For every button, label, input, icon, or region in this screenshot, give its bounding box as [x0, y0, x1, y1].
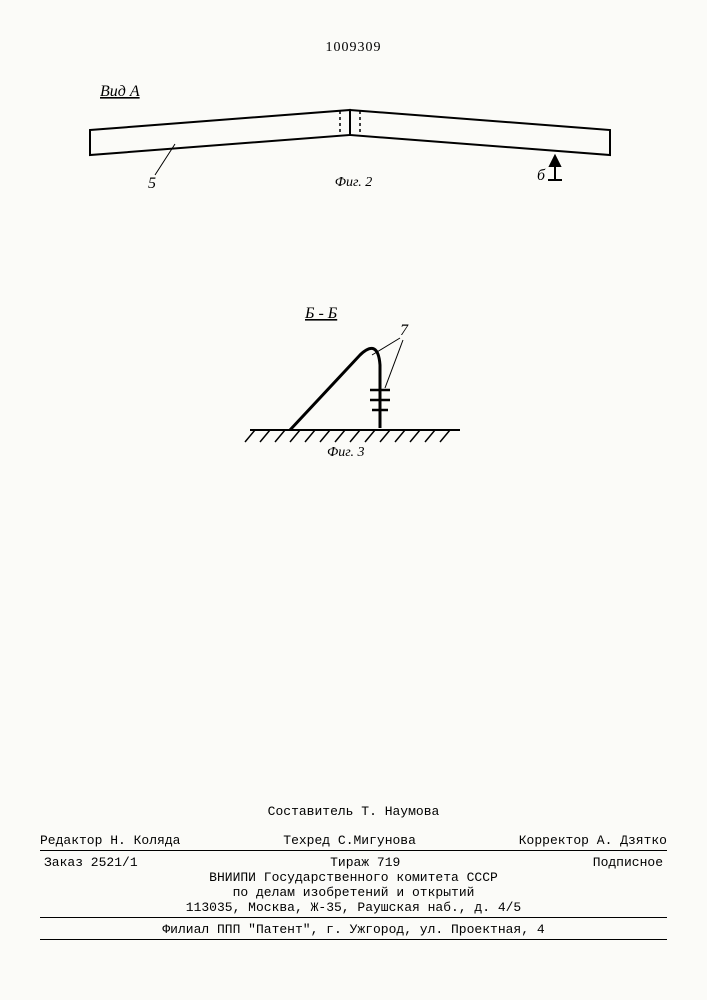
fig3-ref-7: 7 — [400, 322, 409, 339]
figure-2-caption: Фиг. 2 — [335, 175, 373, 191]
branch: Филиал ППП "Патент", г. Ужгород, ул. Про… — [40, 922, 667, 937]
footer-row-credits: Редактор Н. Коляда Техред С.Мигунова Кор… — [40, 833, 667, 851]
figure-3-svg: Б - Б 7 — [240, 300, 470, 460]
document-number: 1009309 — [326, 40, 382, 56]
fig2-ref-5: 5 — [148, 175, 156, 192]
tehred: Техред С.Мигунова — [283, 833, 416, 848]
fig3-section-label: Б - Б — [304, 305, 338, 322]
subscription: Подписное — [593, 855, 663, 870]
fig2-ref-6: б — [537, 167, 546, 184]
corrector: Корректор А. Дзятко — [519, 833, 667, 848]
editor: Редактор Н. Коляда — [40, 833, 180, 848]
fig2-view-label: Вид А — [100, 83, 140, 100]
figure-3-caption: Фиг. 3 — [327, 445, 365, 461]
footer-row-org: Заказ 2521/1 Тираж 719 Подписное ВНИИПИ … — [40, 851, 667, 918]
address-1: 113035, Москва, Ж-35, Раушская наб., д. … — [40, 900, 667, 915]
compiler: Составитель Т. Наумова — [40, 804, 667, 819]
org-line-2: по делам изобретений и открытий — [40, 885, 667, 900]
footer-block: Составитель Т. Наумова Редактор Н. Коляд… — [40, 804, 667, 940]
footer-row-branch: Филиал ППП "Патент", г. Ужгород, ул. Про… — [40, 918, 667, 940]
org-line-1: ВНИИПИ Государственного комитета СССР — [40, 870, 667, 885]
order-number: Заказ 2521/1 — [44, 855, 138, 870]
tirazh: Тираж 719 — [330, 855, 400, 870]
figure-3: Б - Б 7 — [240, 300, 470, 460]
